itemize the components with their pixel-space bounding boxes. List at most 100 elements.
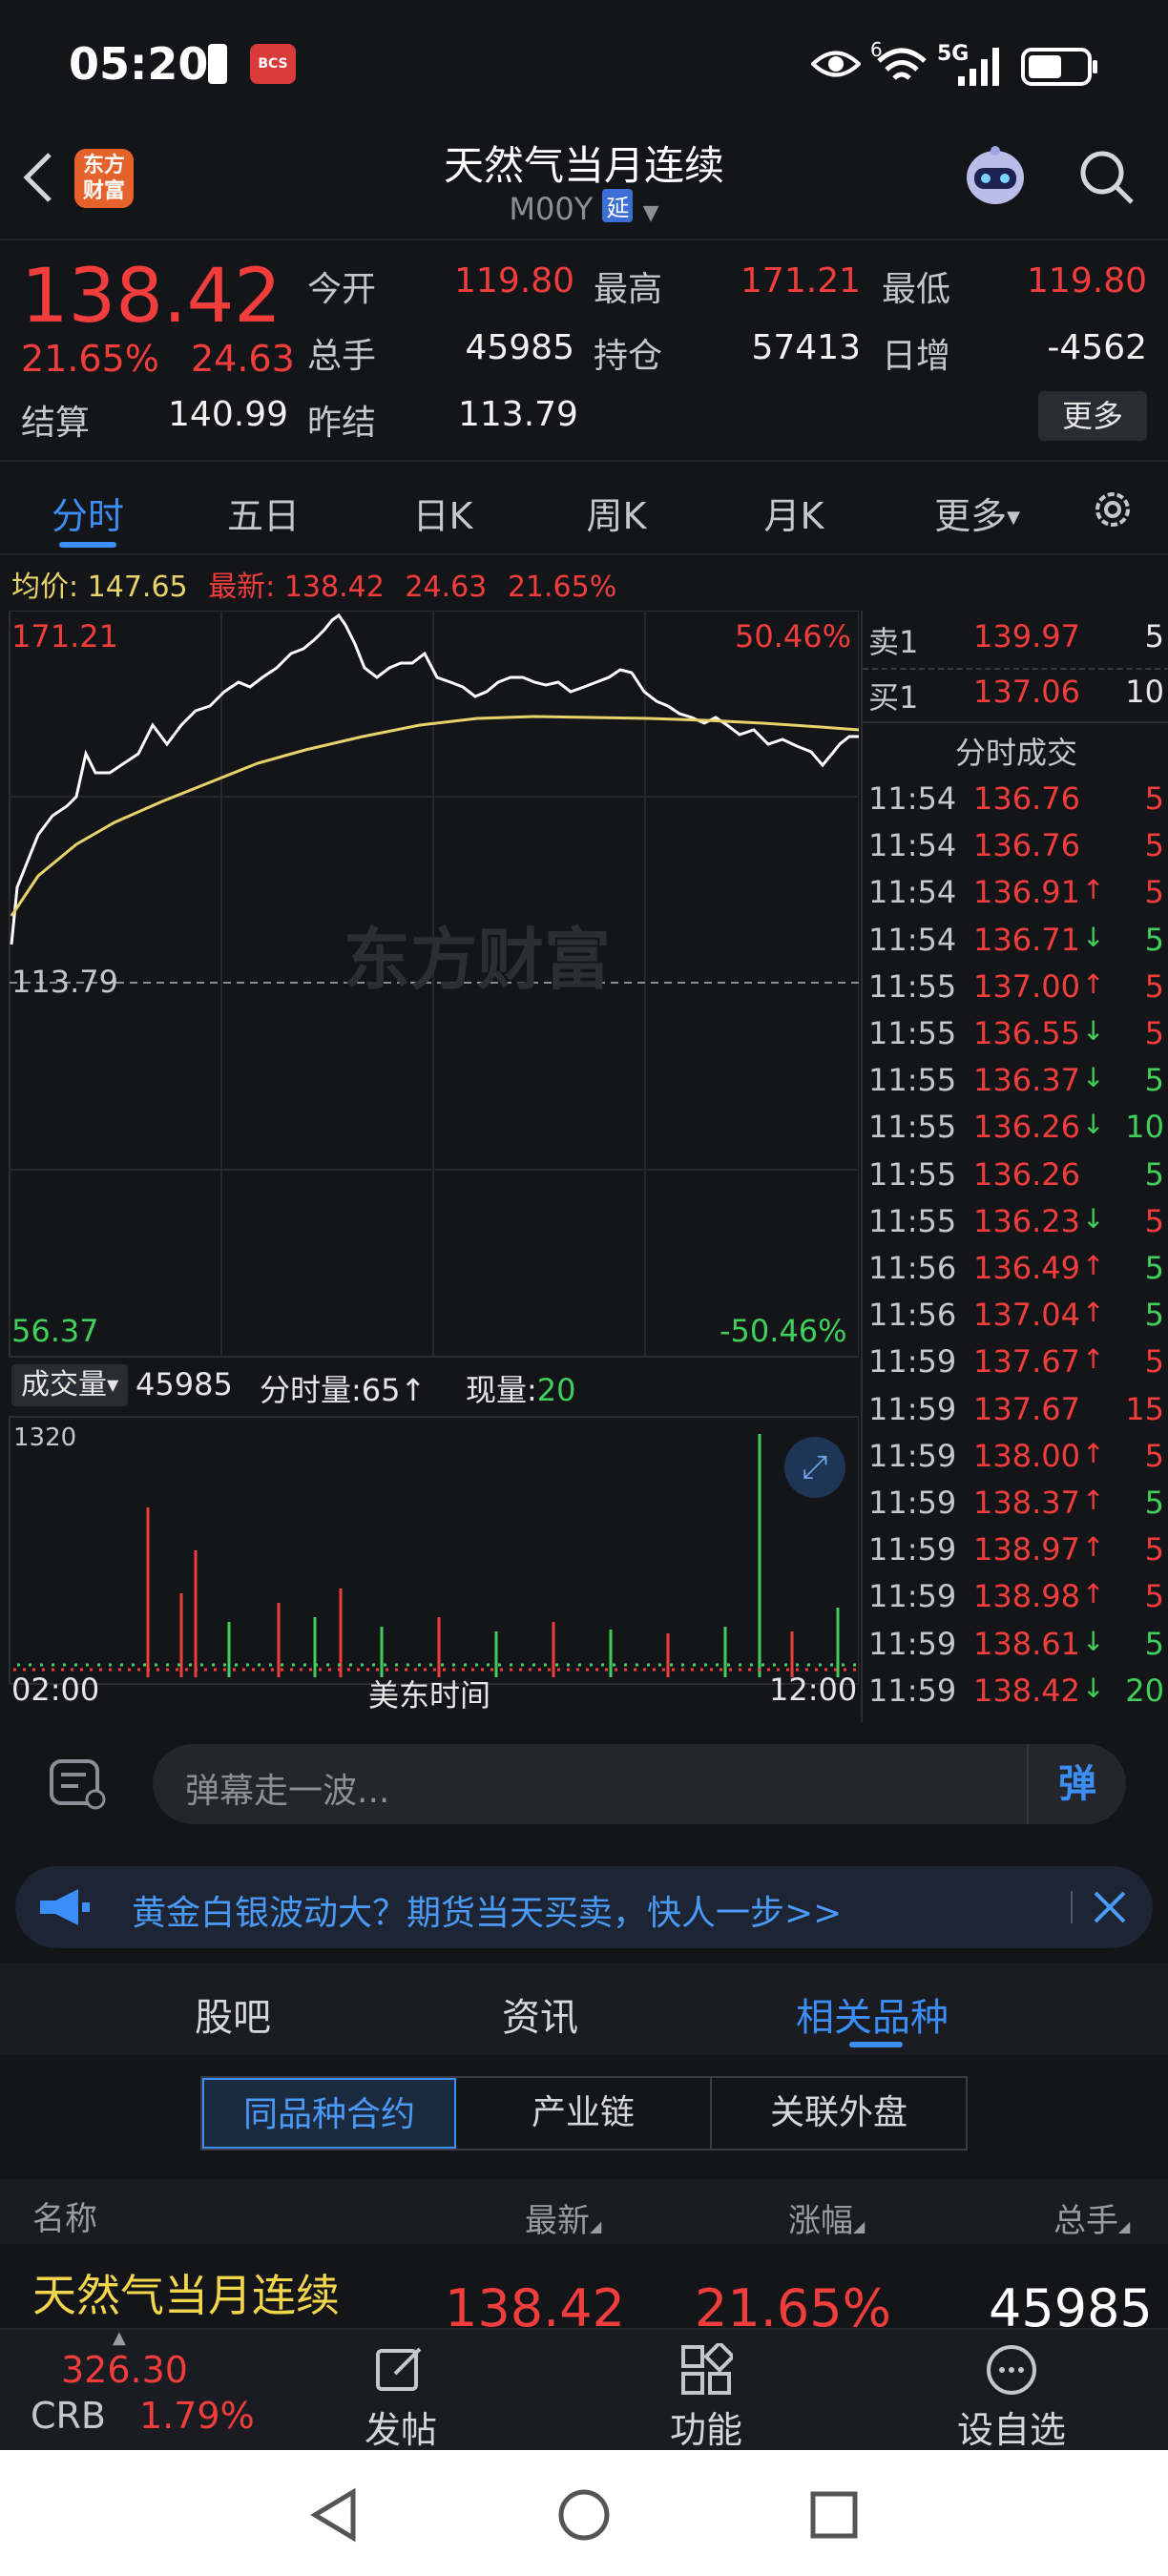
tab-related[interactable]: 相关品种	[796, 1996, 949, 2040]
back-arrow-icon[interactable]	[19, 149, 57, 206]
trade-time: 11:55	[868, 1202, 957, 1239]
app-logo[interactable]: 东方 财富	[74, 149, 134, 208]
chevron-down-icon: ▼	[642, 201, 659, 225]
more-dots-icon	[987, 2345, 1036, 2395]
buy1-qty: 10	[1125, 674, 1164, 710]
danmu-list-icon[interactable]	[48, 1757, 109, 1811]
nav-back-icon[interactable]	[307, 2486, 361, 2544]
sort-icon: ◢	[1118, 2217, 1131, 2235]
sort-icon: ◢	[853, 2217, 866, 2235]
features-label: 功能	[669, 2409, 742, 2451]
segment-linked-foreign[interactable]: 关联外盘	[769, 2093, 907, 2132]
trade-qty: 5	[1144, 1531, 1164, 1568]
row-volume: 45985	[989, 2278, 1153, 2328]
volume-selector[interactable]: 成交量▼	[11, 1364, 129, 1406]
trade-qty: 20	[1125, 1672, 1164, 1709]
nav-home-icon[interactable]	[555, 2486, 613, 2544]
tab-news[interactable]: 资讯	[502, 1996, 578, 2040]
y-axis-top: 171.21	[11, 618, 118, 654]
arrow-up-icon: ↑	[1082, 1297, 1105, 1329]
latest-change-pct: 21.65%	[507, 571, 617, 604]
trade-time: 11:59	[868, 1672, 957, 1709]
close-icon[interactable]	[1092, 1889, 1128, 1925]
sell1-label: 卖1	[868, 624, 919, 660]
field-label: 最低	[882, 270, 951, 309]
edit-icon	[376, 2347, 422, 2391]
tab-forum[interactable]: 股吧	[195, 1996, 271, 2040]
field-label: 今开	[307, 270, 377, 309]
tab-daily-k[interactable]: 日K	[412, 495, 473, 537]
table-row[interactable]: 天然气当月连续 138.42 21.65% 45985	[0, 2244, 1168, 2328]
segment-same-variety[interactable]: 同品种合约	[202, 2078, 456, 2149]
instrument-code: M00Y	[509, 191, 594, 227]
arrow-up-icon: ↑	[1082, 1578, 1105, 1610]
current-volume-label: 现量:	[466, 1372, 537, 1408]
trade-time: 11:54	[868, 874, 957, 911]
expand-icon[interactable]: ⤢	[784, 1437, 845, 1498]
danmu-send-label: 弹	[1058, 1762, 1096, 1806]
index-ticker[interactable]: ▲ 326.30 CRB 1.79%	[0, 2328, 277, 2450]
price-chart[interactable]: 东方财富	[0, 611, 859, 1722]
more-button[interactable]: 更多	[1038, 391, 1147, 441]
post-button[interactable]: 发帖	[344, 2336, 458, 2451]
col-latest[interactable]: 最新◢	[525, 2194, 601, 2241]
tab-monthly-k[interactable]: 月K	[763, 495, 824, 537]
trade-time: 11:54	[868, 827, 957, 864]
quote-panel: 138.42 21.65% 24.63 今开 119.80 最高 171.21 …	[0, 239, 1168, 458]
field-label: 结算	[21, 404, 91, 443]
robot-assistant-icon[interactable]	[957, 143, 1033, 212]
col-change[interactable]: 涨幅◢	[788, 2194, 865, 2241]
banner-divider	[1071, 1891, 1073, 1923]
trade-qty: 5	[1144, 967, 1164, 1005]
wifi-icon	[877, 48, 927, 80]
field-value: 119.80	[1027, 261, 1147, 301]
promo-banner[interactable]: 黄金白银波动大？期货当天买卖，快人一步>>	[15, 1866, 1153, 1948]
tab-weekly-k[interactable]: 周K	[586, 495, 647, 537]
trade-price: 138.42	[973, 1672, 1080, 1709]
trade-row: 11:59 138.37 ↑ 5	[863, 1485, 1168, 1530]
volume-bars	[13, 1434, 859, 1677]
trade-row: 11:59 138.61 ↓ 5	[863, 1626, 1168, 1672]
search-icon[interactable]	[1076, 147, 1137, 208]
trade-row: 11:55 136.37 ↓ 5	[863, 1062, 1168, 1108]
field-value: -4562	[1047, 328, 1147, 367]
trade-qty: 5	[1144, 1343, 1164, 1381]
field-value: 171.21	[740, 261, 861, 301]
megaphone-icon	[40, 1889, 90, 1925]
features-button[interactable]: 功能	[649, 2336, 763, 2451]
field-label: 最高	[594, 270, 663, 309]
nav-recents-icon[interactable]	[807, 2488, 861, 2542]
tab-intraday[interactable]: 分时	[51, 495, 124, 537]
watermark: 东方财富	[344, 921, 611, 999]
trade-price: 136.37	[973, 1062, 1080, 1099]
segment-industry-chain[interactable]: 产业链	[456, 2078, 712, 2149]
danmu-input[interactable]: 弹幕走一波... 弹	[153, 1744, 1126, 1824]
col-volume[interactable]: 总手◢	[1053, 2194, 1130, 2241]
trade-row: 11:59 138.98 ↑ 5	[863, 1578, 1168, 1624]
bottom-bar: ▲ 326.30 CRB 1.79% 发帖 功能 设自选	[0, 2328, 1168, 2451]
arrow-down-icon: ↓	[1082, 1202, 1105, 1235]
arrow-up-icon: ↑	[1082, 1437, 1105, 1469]
tab-five-day[interactable]: 五日	[226, 495, 300, 537]
trade-time: 11:55	[868, 1015, 957, 1051]
settings-gear-icon[interactable]	[1088, 485, 1137, 534]
chevron-up-icon: ▲	[113, 2328, 126, 2348]
instrument-code-row[interactable]: M00Y 延 ▼	[0, 189, 1168, 227]
field-value: 57413	[751, 328, 861, 367]
add-watchlist-button[interactable]: 设自选	[945, 2336, 1078, 2451]
arrow-up-icon: ↑	[1082, 967, 1105, 1000]
trade-price: 137.67	[973, 1343, 1080, 1381]
x-axis-end: 12:00	[769, 1672, 858, 1708]
divider	[863, 668, 1168, 670]
signal-icon	[958, 48, 999, 86]
price-line	[10, 613, 859, 945]
danmu-send-button[interactable]: 弹	[1027, 1744, 1126, 1824]
field-label: 日增	[882, 337, 951, 376]
arrow-up-icon: ↑	[1082, 1485, 1105, 1516]
tab-more[interactable]: 更多▼	[901, 487, 1053, 539]
table-header: 名称 最新◢ 涨幅◢ 总手◢	[0, 2179, 1168, 2244]
trade-price: 136.23	[973, 1202, 1080, 1239]
arrow-down-icon: ↓	[1082, 1062, 1105, 1094]
minute-volume-value: 65	[361, 1372, 401, 1408]
trade-row: 11:59 138.97 ↑ 5	[863, 1531, 1168, 1577]
